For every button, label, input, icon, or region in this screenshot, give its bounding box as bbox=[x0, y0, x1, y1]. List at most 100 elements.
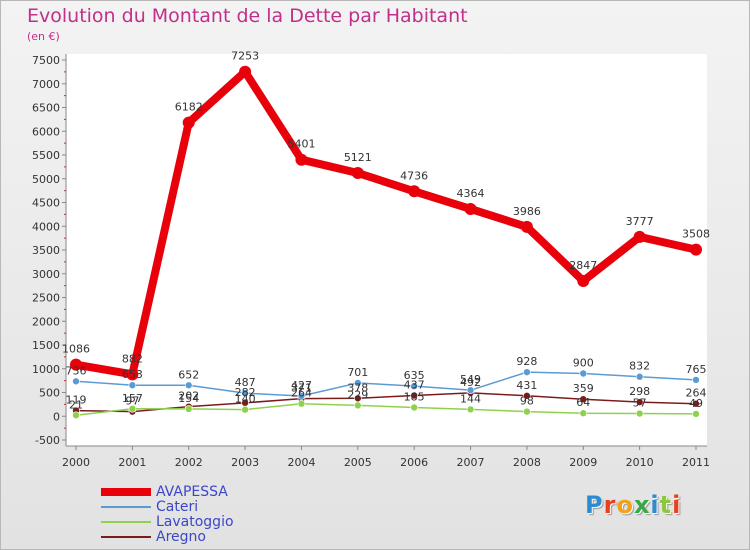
data-point-aregno bbox=[579, 395, 588, 403]
data-label-aregno: 97 bbox=[125, 395, 139, 408]
y-tick-label: 1000 bbox=[32, 363, 60, 376]
data-label-cateri: 487 bbox=[235, 376, 256, 389]
data-label-aregno: 282 bbox=[235, 386, 256, 399]
data-label-aregno: 359 bbox=[573, 382, 594, 395]
data-point-cateri bbox=[523, 368, 531, 376]
data-point-cateri bbox=[128, 381, 137, 390]
y-tick-label: 2500 bbox=[32, 292, 60, 305]
logo-letter: i bbox=[672, 491, 682, 519]
data-label-lavatoggio: 264 bbox=[291, 387, 312, 400]
legend-swatch bbox=[101, 488, 151, 496]
y-tick-label: 6500 bbox=[32, 102, 60, 115]
data-label-aregno: 378 bbox=[347, 381, 368, 394]
data-point-avapessa bbox=[126, 368, 139, 381]
logo-letter: r bbox=[603, 491, 617, 519]
x-tick-label: 2010 bbox=[626, 456, 654, 469]
x-tick-label: 2001 bbox=[118, 456, 146, 469]
data-point-lavatoggio bbox=[635, 409, 644, 418]
x-tick-label: 2011 bbox=[682, 456, 710, 469]
y-tick-label: 2000 bbox=[32, 315, 60, 328]
data-label-avapessa: 1086 bbox=[62, 343, 90, 356]
data-label-avapessa: 5121 bbox=[344, 151, 372, 164]
data-point-lavatoggio bbox=[579, 409, 588, 418]
data-point-avapessa bbox=[182, 116, 195, 129]
data-point-lavatoggio bbox=[523, 407, 531, 416]
data-label-avapessa: 3508 bbox=[682, 228, 710, 241]
y-tick-label: 6000 bbox=[32, 125, 60, 138]
series-line-aregno bbox=[75, 392, 697, 413]
legend-swatch bbox=[101, 536, 151, 538]
data-label-avapessa: 3986 bbox=[513, 205, 541, 218]
data-point-cateri bbox=[579, 369, 588, 378]
data-label-cateri: 900 bbox=[573, 357, 594, 370]
legend-label: Lavatoggio bbox=[156, 514, 234, 530]
y-tick-label: 4000 bbox=[32, 220, 60, 233]
legend-label: Cateri bbox=[156, 499, 199, 515]
x-tick-label: 2007 bbox=[457, 456, 485, 469]
data-point-avapessa bbox=[408, 185, 421, 198]
data-point-cateri bbox=[635, 372, 644, 381]
y-tick-label: 0 bbox=[53, 410, 60, 423]
data-point-lavatoggio bbox=[184, 405, 193, 413]
y-tick-label: 500 bbox=[39, 387, 60, 400]
data-label-cateri: 928 bbox=[516, 355, 537, 368]
data-point-lavatoggio bbox=[241, 405, 249, 414]
y-tick-label: 5500 bbox=[32, 149, 60, 162]
data-point-cateri bbox=[72, 377, 80, 386]
data-label-aregno: 202 bbox=[178, 390, 199, 403]
x-tick-label: 2005 bbox=[344, 456, 372, 469]
data-point-avapessa bbox=[464, 202, 477, 215]
data-point-avapessa bbox=[295, 153, 308, 166]
data-label-aregno: 264 bbox=[686, 387, 707, 400]
legend-swatch bbox=[101, 521, 151, 523]
data-label-cateri: 427 bbox=[291, 379, 312, 392]
data-point-aregno bbox=[410, 391, 418, 400]
logo-letter: i bbox=[650, 491, 660, 519]
data-label-cateri: 701 bbox=[347, 366, 368, 379]
data-label-avapessa: 882 bbox=[122, 352, 143, 365]
logo-letter: P bbox=[585, 491, 604, 519]
data-label-lavatoggio: 157 bbox=[122, 392, 143, 405]
data-label-avapessa: 2847 bbox=[569, 259, 597, 272]
x-tick-label: 2008 bbox=[513, 456, 541, 469]
data-label-cateri: 635 bbox=[404, 369, 425, 382]
data-label-avapessa: 7253 bbox=[231, 50, 259, 63]
data-label-lavatoggio: 49 bbox=[689, 397, 703, 410]
data-point-avapessa bbox=[70, 358, 82, 371]
data-label-lavatoggio: 21 bbox=[69, 398, 83, 411]
data-label-aregno: 371 bbox=[291, 382, 312, 395]
chart-title: Evolution du Montant de la Dette par Hab… bbox=[27, 5, 468, 27]
data-label-aregno: 119 bbox=[66, 394, 87, 407]
data-point-lavatoggio bbox=[128, 404, 137, 413]
chart-unit: (en €) bbox=[27, 30, 60, 43]
data-label-cateri: 549 bbox=[460, 373, 481, 386]
data-point-lavatoggio bbox=[466, 405, 475, 414]
logo-letter: x bbox=[633, 491, 651, 519]
data-label-avapessa: 6182 bbox=[175, 101, 203, 114]
data-point-avapessa bbox=[351, 167, 364, 180]
data-label-lavatoggio: 229 bbox=[347, 388, 368, 401]
data-point-cateri bbox=[410, 382, 418, 390]
data-point-aregno bbox=[692, 399, 700, 408]
data-point-avapessa bbox=[520, 220, 533, 233]
data-point-avapessa bbox=[633, 230, 646, 243]
data-point-avapessa bbox=[577, 275, 590, 288]
y-tick-label: 3000 bbox=[32, 268, 60, 281]
data-label-cateri: 652 bbox=[178, 368, 199, 381]
y-tick-label: 4500 bbox=[32, 197, 60, 210]
legend-swatch bbox=[101, 506, 151, 508]
data-point-lavatoggio bbox=[72, 411, 80, 420]
data-point-lavatoggio bbox=[354, 401, 362, 410]
data-label-avapessa: 4736 bbox=[400, 169, 428, 182]
data-label-avapessa: 3777 bbox=[626, 215, 654, 228]
data-label-aregno: 437 bbox=[404, 378, 425, 391]
data-point-lavatoggio bbox=[297, 399, 306, 408]
data-label-lavatoggio: 57 bbox=[633, 397, 647, 410]
data-label-lavatoggio: 64 bbox=[576, 396, 590, 409]
y-tick-label: 7500 bbox=[32, 54, 60, 67]
x-tick-label: 2009 bbox=[569, 456, 597, 469]
data-point-lavatoggio bbox=[410, 403, 418, 412]
logo-letter: o bbox=[616, 491, 634, 519]
data-label-avapessa: 5401 bbox=[287, 138, 315, 151]
series-line-cateri bbox=[75, 371, 697, 397]
